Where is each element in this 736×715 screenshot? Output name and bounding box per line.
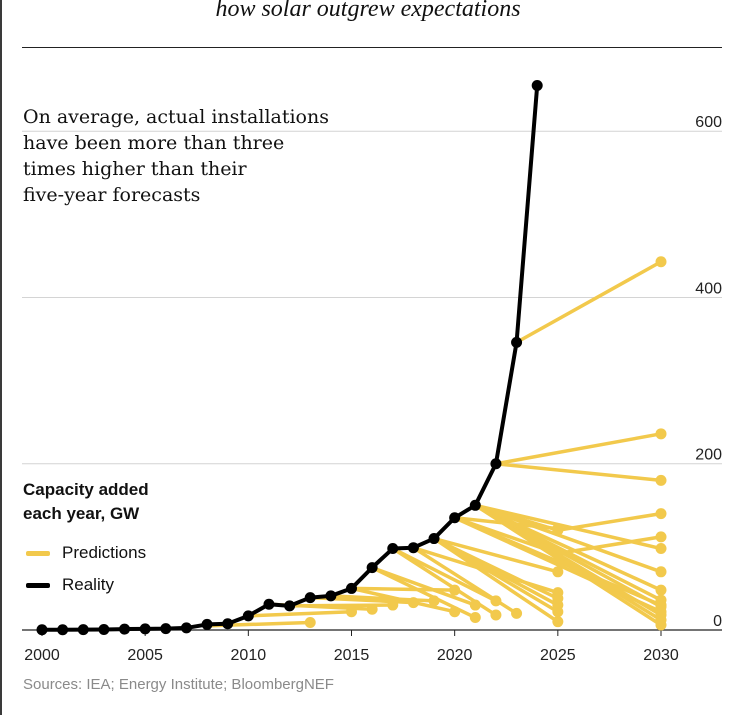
prediction-point bbox=[655, 584, 667, 596]
reality-point bbox=[139, 623, 151, 635]
reality-point bbox=[469, 499, 481, 511]
reality-point bbox=[222, 618, 234, 630]
reality-point bbox=[449, 512, 461, 524]
prediction-point bbox=[552, 524, 564, 536]
prediction-point bbox=[449, 584, 461, 596]
reality-point bbox=[119, 623, 131, 635]
x-tick-label: 2020 bbox=[437, 647, 473, 664]
y-tick-label: 0 bbox=[713, 613, 722, 630]
chart-annotation: On average, actual installations have be… bbox=[23, 104, 353, 208]
prediction-point bbox=[449, 606, 461, 618]
reality-point bbox=[36, 624, 48, 636]
x-tick-label: 2010 bbox=[231, 647, 267, 664]
reality-point bbox=[77, 624, 89, 636]
legend-title: Capacity added each year, GW bbox=[23, 478, 223, 526]
prediction-point bbox=[490, 595, 502, 607]
prediction-line bbox=[349, 586, 457, 614]
prediction-line bbox=[349, 586, 457, 592]
prediction-point bbox=[655, 619, 667, 631]
prediction-point bbox=[655, 508, 667, 520]
prediction-line bbox=[473, 503, 663, 551]
prediction-point bbox=[552, 548, 564, 560]
prediction-line bbox=[514, 259, 663, 345]
legend-swatch-predictions bbox=[26, 550, 50, 556]
x-tick-label: 2030 bbox=[643, 647, 679, 664]
legend-item-predictions: Predictions bbox=[26, 543, 146, 563]
reality-point bbox=[428, 533, 440, 545]
prediction-point bbox=[407, 597, 419, 609]
annotation-line: five-year forecasts bbox=[23, 184, 201, 206]
reality-point bbox=[160, 623, 172, 635]
prediction-point bbox=[655, 531, 667, 543]
prediction-line bbox=[473, 503, 663, 574]
reality-point bbox=[366, 562, 378, 574]
prediction-line bbox=[432, 536, 560, 574]
prediction-line bbox=[246, 609, 354, 618]
legend-title-line: Capacity added bbox=[23, 480, 149, 499]
prediction-point bbox=[387, 599, 399, 611]
y-tick-label: 400 bbox=[695, 280, 722, 297]
chart-title: how solar outgrew expectations bbox=[215, 0, 521, 22]
prediction-point bbox=[552, 606, 564, 618]
reality-point bbox=[490, 458, 502, 470]
prediction-point bbox=[511, 607, 523, 619]
prediction-line bbox=[370, 565, 478, 607]
reality-point bbox=[263, 598, 275, 610]
reality-point bbox=[511, 336, 523, 348]
legend-item-reality: Reality bbox=[26, 575, 114, 595]
prediction-line bbox=[473, 503, 663, 627]
source-note: Sources: IEA; Energy Institute; Bloomber… bbox=[23, 676, 334, 693]
title-rule bbox=[22, 47, 722, 48]
annotation-line: On average, actual installations bbox=[23, 106, 329, 128]
reality-point bbox=[304, 592, 316, 604]
legend-label-predictions: Predictions bbox=[62, 543, 147, 562]
reality-point bbox=[242, 610, 254, 622]
prediction-line bbox=[494, 432, 663, 466]
prediction-point bbox=[304, 617, 316, 629]
prediction-point bbox=[469, 599, 481, 611]
prediction-point bbox=[655, 256, 667, 268]
prediction-point bbox=[366, 603, 378, 615]
reality-point bbox=[98, 624, 110, 636]
x-tick-label: 2000 bbox=[24, 647, 60, 664]
prediction-line bbox=[432, 536, 560, 624]
prediction-line bbox=[287, 603, 395, 608]
reality-point bbox=[325, 590, 337, 602]
legend-swatch-reality bbox=[26, 582, 50, 588]
x-tick-label: 2015 bbox=[334, 647, 370, 664]
prediction-line bbox=[494, 461, 663, 483]
reality-point bbox=[57, 624, 69, 636]
annotation-line: times higher than their bbox=[23, 158, 247, 180]
prediction-point bbox=[552, 566, 564, 578]
prediction-point bbox=[346, 606, 357, 618]
prediction-point bbox=[655, 543, 667, 555]
reality-point bbox=[531, 79, 543, 91]
reality-point bbox=[284, 600, 296, 612]
prediction-point bbox=[655, 428, 667, 440]
y-tick-label: 600 bbox=[695, 114, 722, 131]
prediction-point bbox=[552, 616, 564, 628]
reality-point bbox=[201, 618, 213, 630]
y-tick-label: 200 bbox=[695, 447, 722, 464]
frame-border bbox=[0, 0, 2, 715]
legend-label-reality: Reality bbox=[62, 575, 114, 594]
prediction-line bbox=[391, 546, 498, 603]
prediction-point bbox=[490, 609, 502, 621]
x-tick-label: 2005 bbox=[127, 647, 163, 664]
prediction-point bbox=[469, 612, 481, 624]
reality-point bbox=[387, 543, 399, 555]
annotation-line: have been more than three bbox=[23, 132, 285, 154]
reality-point bbox=[180, 622, 192, 634]
reality-point bbox=[346, 582, 357, 594]
prediction-point bbox=[655, 474, 667, 486]
prediction-point bbox=[428, 595, 440, 607]
prediction-point bbox=[655, 601, 667, 613]
reality-point bbox=[407, 542, 419, 554]
x-tick-label: 2025 bbox=[540, 647, 576, 664]
legend-title-line: each year, GW bbox=[23, 504, 140, 523]
prediction-point bbox=[655, 566, 667, 578]
